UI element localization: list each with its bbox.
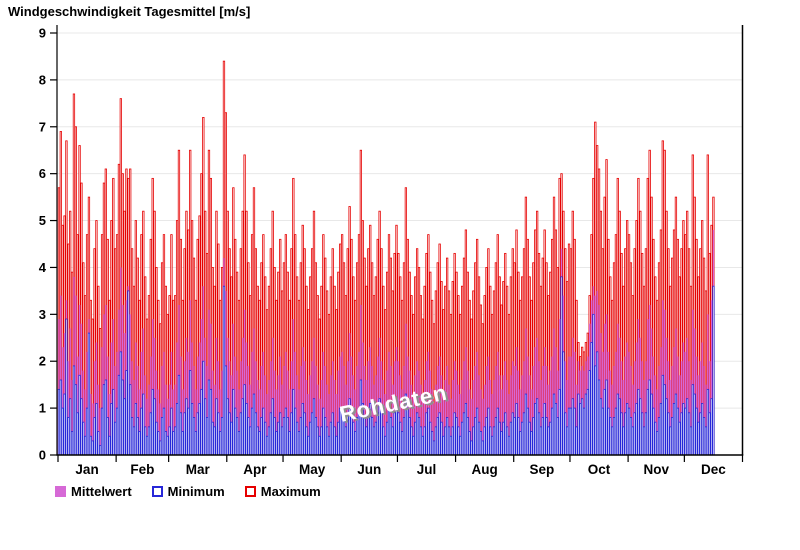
x-month-label: Mar — [186, 462, 211, 477]
x-month-label: Jan — [75, 462, 98, 477]
legend: Mittelwert Minimum Maximum — [55, 484, 321, 499]
x-month-label: Nov — [643, 462, 669, 477]
y-tick-label: 6 — [39, 166, 46, 181]
mittelwert-swatch-icon — [55, 486, 66, 497]
y-tick-label: 5 — [39, 213, 46, 228]
x-month-label: Feb — [130, 462, 154, 477]
maximum-swatch-icon — [244, 486, 256, 497]
legend-item-mittelwert: Mittelwert — [55, 484, 132, 499]
y-tick-label: 9 — [39, 26, 46, 41]
series-min — [57, 276, 715, 456]
x-month-label: Sep — [529, 462, 554, 477]
legend-item-maximum: Maximum — [244, 484, 321, 499]
y-tick-label: 8 — [39, 72, 46, 87]
y-tick-label: 0 — [39, 448, 46, 463]
legend-label-minimum: Minimum — [167, 484, 225, 499]
y-tick-label: 2 — [39, 354, 46, 369]
y-tick-label: 4 — [39, 260, 47, 275]
series-max — [57, 60, 715, 456]
x-month-label: Aug — [472, 462, 498, 477]
y-tick-label: 1 — [39, 401, 46, 416]
x-month-label: May — [299, 462, 326, 477]
legend-item-minimum: Minimum — [151, 484, 225, 499]
minimum-swatch-icon — [151, 486, 163, 497]
x-month-label: Apr — [243, 462, 267, 477]
legend-label-mittelwert: Mittelwert — [71, 484, 132, 499]
x-month-label: Jul — [417, 462, 437, 477]
y-tick-label: 3 — [39, 307, 46, 322]
chart-title: Windgeschwindigkeit Tagesmittel [m/s] — [8, 4, 251, 19]
legend-label-maximum: Maximum — [260, 484, 321, 499]
x-month-label: Jun — [357, 462, 381, 477]
y-tick-label: 7 — [39, 119, 46, 134]
x-month-label: Oct — [588, 462, 611, 477]
x-month-label: Dec — [701, 462, 726, 477]
